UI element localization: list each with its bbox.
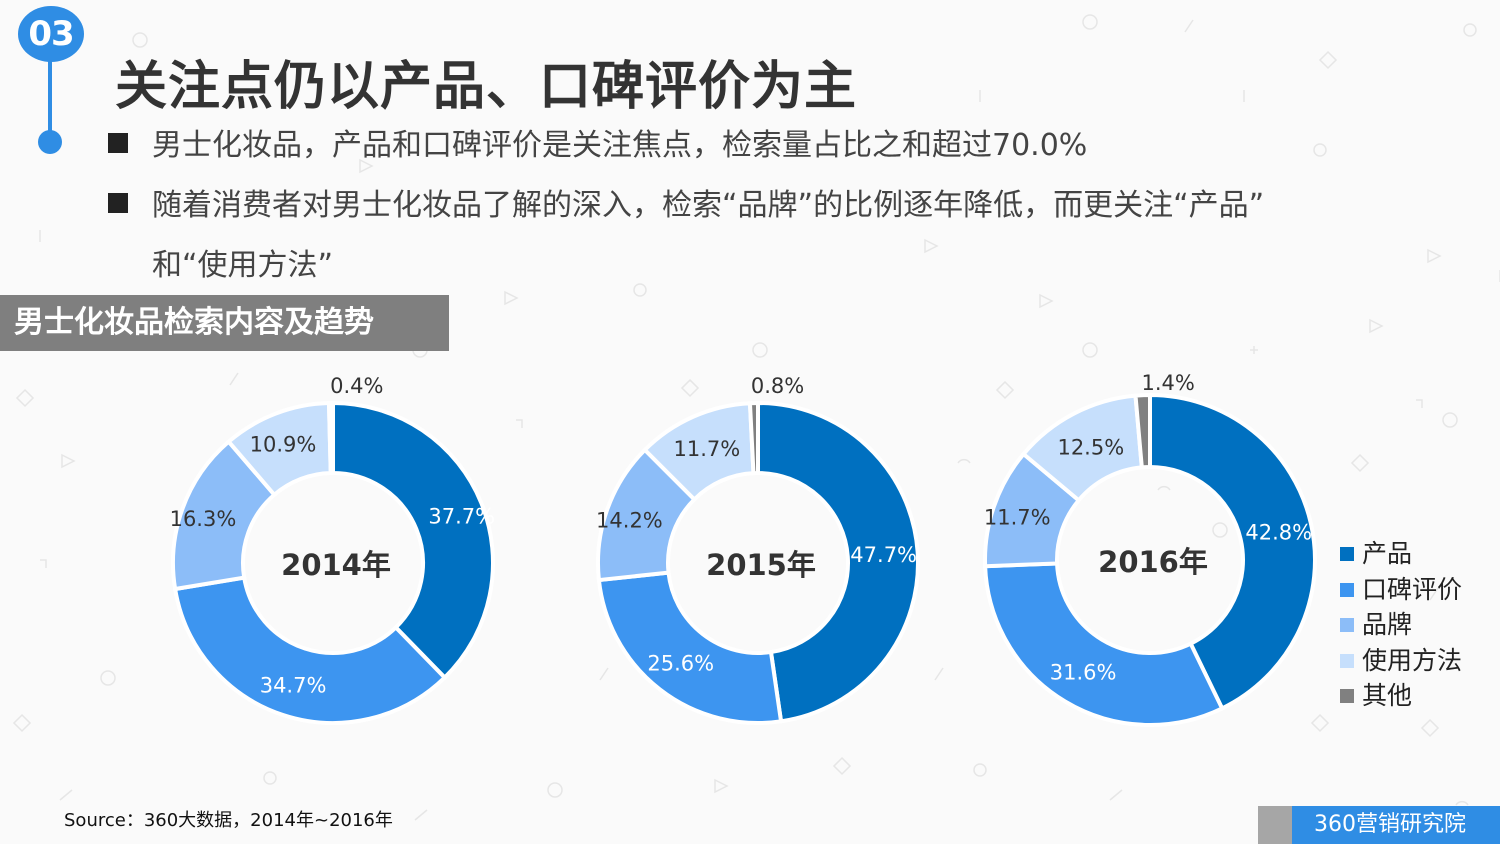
data-label: 1.4% — [1141, 371, 1194, 395]
donut-slice — [747, 400, 760, 476]
section-number-badge: 03 — [18, 6, 84, 62]
data-label: 47.7% — [850, 543, 917, 567]
data-label: 37.7% — [428, 505, 495, 529]
legend-label: 产品 — [1362, 539, 1413, 568]
legend-item: 品牌 — [1340, 607, 1462, 643]
data-label: 42.8% — [1245, 520, 1312, 544]
bullet-2-continuation: 和“使用方法” — [152, 248, 334, 283]
donut-slice — [756, 400, 920, 724]
legend-item: 其他 — [1340, 678, 1462, 714]
donut-slice — [1148, 392, 1317, 712]
data-label: 0.8% — [751, 374, 804, 398]
legend-swatch-icon — [1340, 618, 1354, 632]
donut-slice — [596, 570, 784, 725]
donut-slice — [326, 400, 335, 476]
data-label: 16.3% — [170, 507, 237, 531]
legend-item: 口碑评价 — [1340, 572, 1462, 608]
bullet-1: 男士化妆品，产品和口碑评价是关注焦点，检索量占比之和超过70.0% — [108, 116, 1087, 176]
legend-swatch-icon — [1340, 653, 1354, 668]
data-label: 14.2% — [596, 509, 663, 533]
data-label: 12.5% — [1057, 436, 1124, 460]
page-title: 关注点仍以产品、口碑评价为主 — [115, 57, 858, 117]
bullet-2: 随着消费者对男士化妆品了解的深入，检索“品牌”的比例逐年降低，而更关注“产品” — [108, 176, 1264, 236]
donut-slice — [983, 561, 1225, 727]
legend-swatch-icon — [1340, 582, 1354, 597]
donut-slice — [1133, 392, 1152, 470]
legend-swatch-icon — [1340, 547, 1354, 561]
data-label: 0.4% — [330, 374, 383, 398]
data-label: 10.9% — [250, 433, 317, 457]
chart-legend: 产品 口碑评价 品牌 使用方法 其他 — [1340, 536, 1462, 714]
donut-center-year-label: 2014年 — [281, 548, 391, 582]
donut-slice — [331, 400, 495, 681]
bullet-square-icon — [108, 193, 128, 213]
bullet-square-icon — [108, 133, 128, 153]
donut-slice — [172, 575, 448, 725]
legend-label: 品牌 — [1362, 610, 1413, 639]
data-label: 31.6% — [1050, 660, 1117, 684]
legend-item: 使用方法 — [1340, 643, 1462, 679]
footer-brand-label: 360营销研究院 — [1292, 806, 1500, 844]
section-label: 男士化妆品检索内容及趋势 — [0, 295, 449, 351]
legend-label: 其他 — [1362, 681, 1413, 710]
footer-gray-block — [1258, 806, 1292, 844]
legend-label: 口碑评价 — [1362, 574, 1463, 604]
legend-item: 产品 — [1340, 536, 1462, 572]
bullet-2-text: 随着消费者对男士化妆品了解的深入，检索“品牌”的比例逐年降低，而更关注“产品” — [152, 188, 1265, 223]
source-note: Source：360大数据，2014年~2016年 — [64, 810, 393, 831]
badge-connector-line — [48, 60, 52, 134]
footer-brand: 360营销研究院 — [1258, 806, 1500, 844]
data-label: 11.7% — [674, 437, 741, 461]
donut-center-year-label: 2015年 — [706, 548, 816, 582]
donut-center-year-label: 2016年 — [1098, 545, 1208, 579]
badge-dot — [38, 130, 62, 154]
data-label: 11.7% — [984, 506, 1051, 530]
data-label: 25.6% — [647, 652, 714, 676]
bullet-1-text: 男士化妆品，产品和口碑评价是关注焦点，检索量占比之和超过70.0% — [152, 128, 1088, 163]
legend-swatch-icon — [1340, 689, 1354, 703]
data-label: 34.7% — [260, 674, 327, 698]
legend-label: 使用方法 — [1362, 645, 1463, 675]
